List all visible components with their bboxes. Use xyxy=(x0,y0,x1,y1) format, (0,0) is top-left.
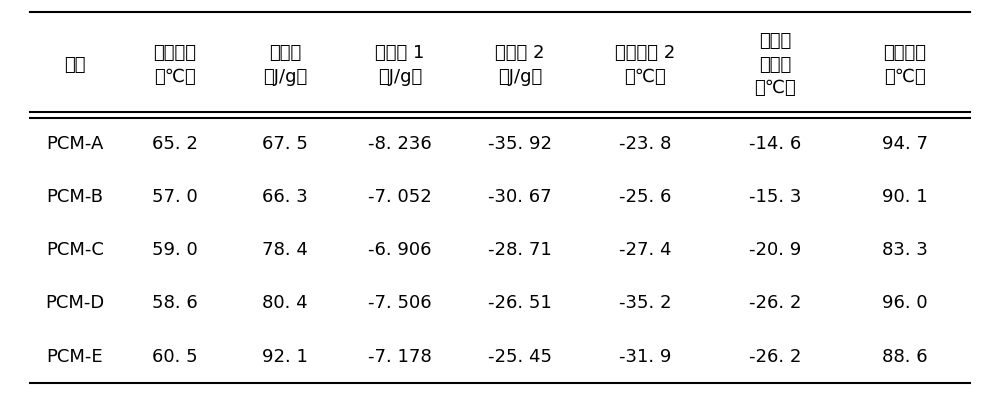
Text: 结晶温度 2
（℃）: 结晶温度 2 （℃） xyxy=(615,44,675,86)
Text: 60. 5: 60. 5 xyxy=(152,348,198,365)
Text: -25. 45: -25. 45 xyxy=(488,348,552,365)
Text: 67. 5: 67. 5 xyxy=(262,135,308,153)
Text: 66. 3: 66. 3 xyxy=(262,188,308,206)
Text: PCM-B: PCM-B xyxy=(46,188,104,206)
Text: 样品: 样品 xyxy=(64,56,86,74)
Text: 94. 7: 94. 7 xyxy=(882,135,928,153)
Text: 结晶焓 1
（J/g）: 结晶焓 1 （J/g） xyxy=(375,44,425,86)
Text: 83. 3: 83. 3 xyxy=(882,241,928,259)
Text: -6. 906: -6. 906 xyxy=(368,241,432,259)
Text: 57. 0: 57. 0 xyxy=(152,188,198,206)
Text: 90. 1: 90. 1 xyxy=(882,188,928,206)
Text: -20. 9: -20. 9 xyxy=(749,241,801,259)
Text: -23. 8: -23. 8 xyxy=(619,135,671,153)
Text: -26. 2: -26. 2 xyxy=(749,348,801,365)
Text: PCM-E: PCM-E xyxy=(47,348,103,365)
Text: 92. 1: 92. 1 xyxy=(262,348,308,365)
Text: PCM-D: PCM-D xyxy=(45,294,105,312)
Text: -35. 92: -35. 92 xyxy=(488,135,552,153)
Text: -28. 71: -28. 71 xyxy=(488,241,552,259)
Text: PCM-A: PCM-A xyxy=(46,135,104,153)
Text: -26. 51: -26. 51 xyxy=(488,294,552,312)
Text: 59. 0: 59. 0 xyxy=(152,241,198,259)
Text: 熔融温度
（℃）: 熔融温度 （℃） xyxy=(154,44,196,86)
Text: -27. 4: -27. 4 xyxy=(619,241,671,259)
Text: -25. 6: -25. 6 xyxy=(619,188,671,206)
Text: -15. 3: -15. 3 xyxy=(749,188,801,206)
Text: -14. 6: -14. 6 xyxy=(749,135,801,153)
Text: 78. 4: 78. 4 xyxy=(262,241,308,259)
Text: -7. 052: -7. 052 xyxy=(368,188,432,206)
Text: 58. 6: 58. 6 xyxy=(152,294,198,312)
Text: 滞后温度
（℃）: 滞后温度 （℃） xyxy=(884,44,926,86)
Text: -7. 506: -7. 506 xyxy=(368,294,432,312)
Text: 结晶焓 2
（J/g）: 结晶焓 2 （J/g） xyxy=(495,44,545,86)
Text: PCM-C: PCM-C xyxy=(46,241,104,259)
Text: -31. 9: -31. 9 xyxy=(619,348,671,365)
Text: -30. 67: -30. 67 xyxy=(488,188,552,206)
Text: -7. 178: -7. 178 xyxy=(368,348,432,365)
Text: -8. 236: -8. 236 xyxy=(368,135,432,153)
Text: -35. 2: -35. 2 xyxy=(619,294,671,312)
Text: -26. 2: -26. 2 xyxy=(749,294,801,312)
Text: 96. 0: 96. 0 xyxy=(882,294,928,312)
Text: 88. 6: 88. 6 xyxy=(882,348,928,365)
Text: 结晶起
始温度
（℃）: 结晶起 始温度 （℃） xyxy=(754,32,796,97)
Text: 80. 4: 80. 4 xyxy=(262,294,308,312)
Text: 65. 2: 65. 2 xyxy=(152,135,198,153)
Text: 熔融焓
（J/g）: 熔融焓 （J/g） xyxy=(263,44,307,86)
